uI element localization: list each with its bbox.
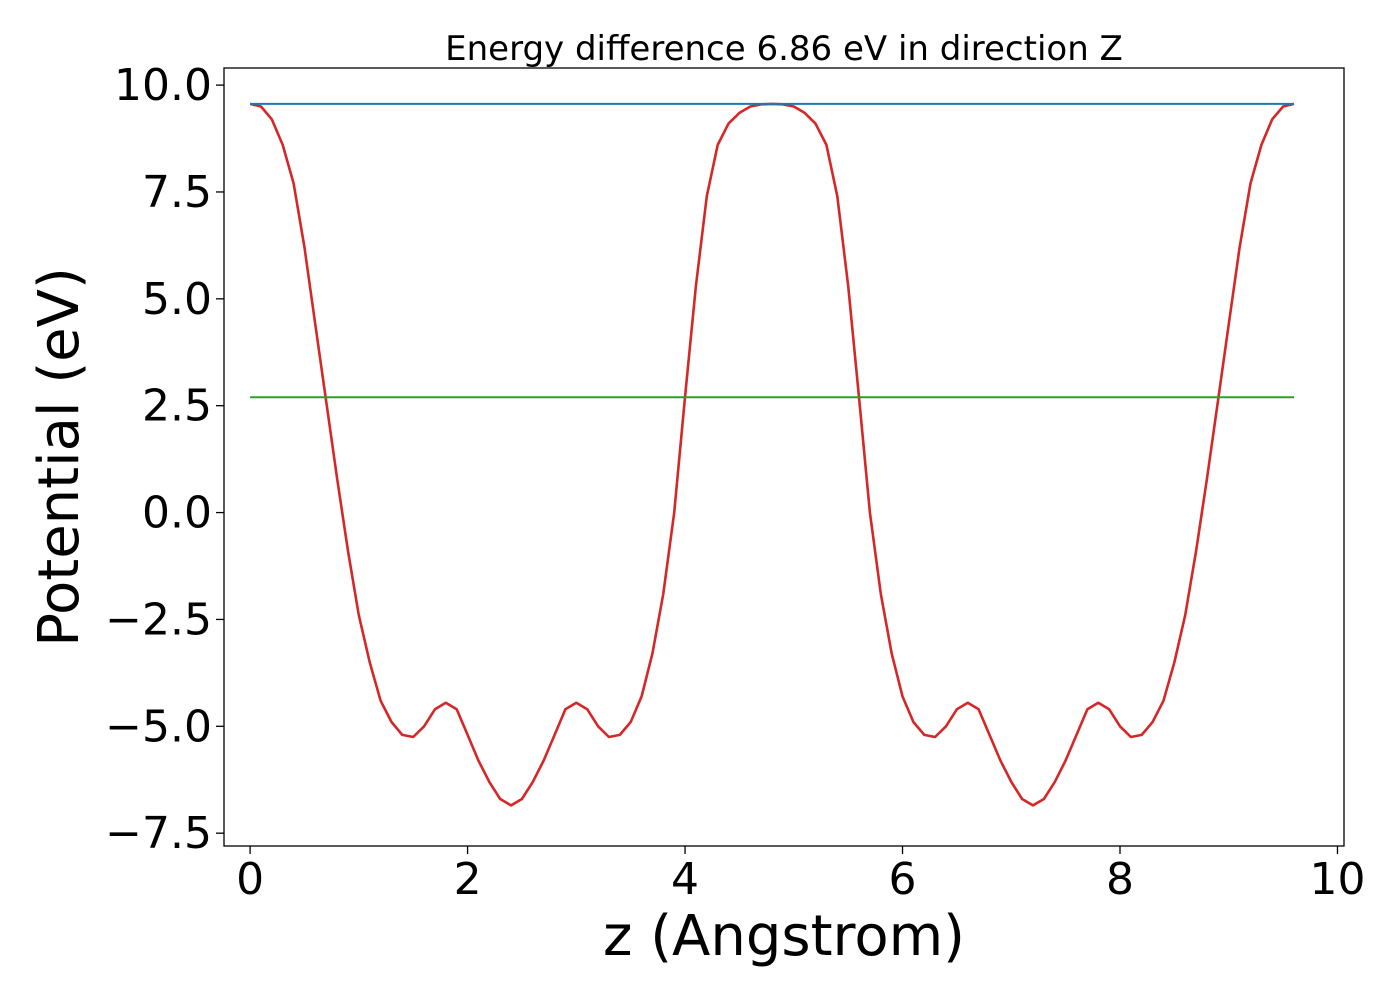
- x-tick-label: 4: [671, 854, 699, 905]
- y-tick-label: 7.5: [142, 167, 212, 218]
- x-tick-label: 6: [889, 854, 917, 905]
- y-axis-title: Potential (eV): [27, 267, 92, 647]
- x-tick-label: 10: [1309, 854, 1365, 905]
- x-tick-label: 2: [454, 854, 482, 905]
- y-tick-label: 2.5: [142, 381, 212, 432]
- series-layer: [249, 102, 1295, 807]
- y-axis: −7.5 −5.0 −2.5 0.0 2.5 5.0 7.5 10.0: [105, 60, 224, 859]
- plot-frame: [223, 67, 1345, 847]
- y-tick-label: −2.5: [105, 594, 212, 645]
- series-line-0: [249, 102, 1295, 807]
- y-tick-label: −7.5: [105, 808, 212, 859]
- y-tick-label: −5.0: [105, 701, 212, 752]
- x-tick-label: 8: [1106, 854, 1134, 905]
- y-tick-label: 5.0: [142, 274, 212, 325]
- chart-title: Energy difference 6.86 eV in direction Z: [445, 29, 1123, 69]
- y-tick-label: 0.0: [142, 488, 212, 539]
- y-tick-label: 10.0: [114, 60, 212, 111]
- x-tick-label: 0: [236, 854, 264, 905]
- x-axis-title: z (Angstrom): [603, 904, 965, 969]
- x-axis: 0 2 4 6 8 10: [236, 846, 1365, 905]
